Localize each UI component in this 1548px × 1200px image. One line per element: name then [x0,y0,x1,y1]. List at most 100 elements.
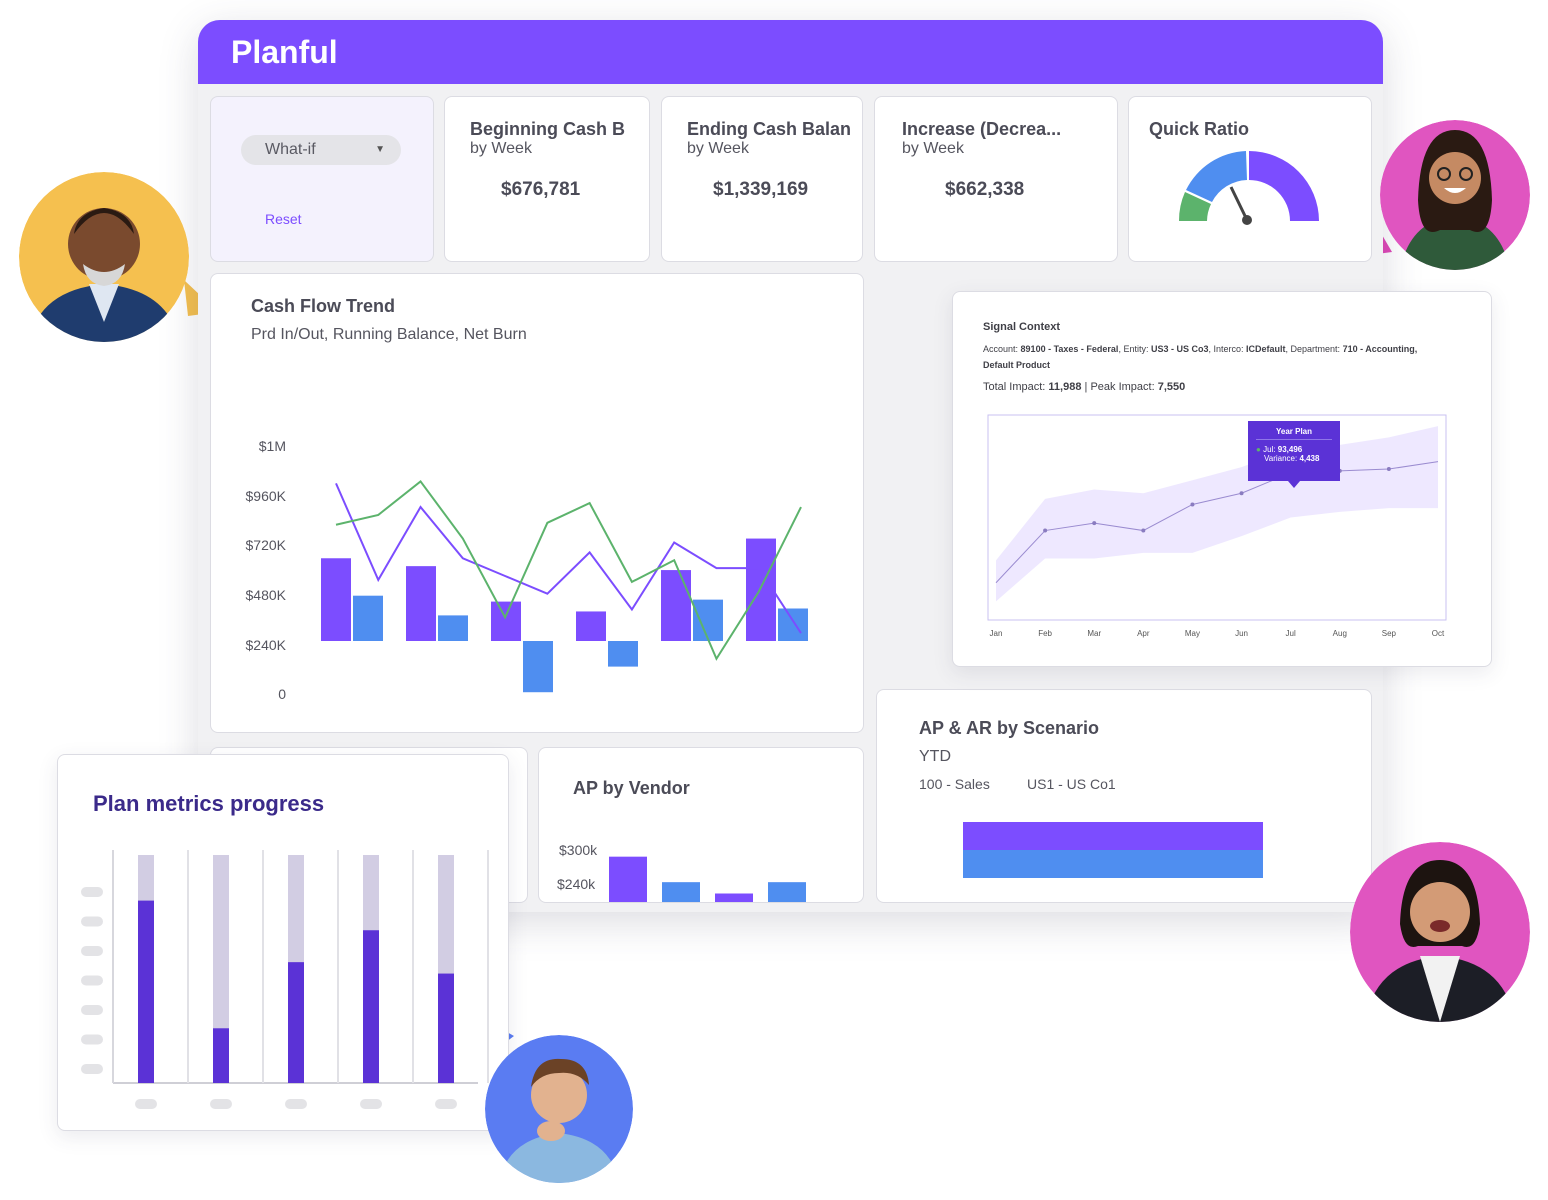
department-value: 710 - Accounting, [1342,344,1418,354]
kpi-subtitle: by Week [470,140,532,157]
kpi-card-beginning-cash[interactable]: Beginning Cash B by Week $676,781 [444,96,650,262]
gauge-segment-mid [1186,151,1247,202]
x-tick-placeholder [435,1099,457,1109]
confidence-band [996,426,1438,602]
inflow-bar [406,566,436,641]
scenario-select[interactable]: What-if ▼ [241,135,401,165]
cash-flow-title: Cash Flow Trend [251,296,396,316]
quick-ratio-card[interactable]: Quick Ratio [1128,96,1372,262]
tooltip-line1-label: Jul: [1263,445,1276,454]
account-value: 89100 - Taxes - Federal [1020,344,1119,354]
outflow-bar [353,595,383,641]
peak-impact-label: | Peak Impact: [1081,381,1155,393]
ap-vendor-title: AP by Vendor [573,778,690,798]
ap-vendor-chart [609,856,806,902]
peak-impact-value: 7,550 [1157,381,1186,393]
inflow-bar [576,611,606,641]
month-tick-label: Jun [1235,629,1248,638]
avatar-man-suit [19,172,189,342]
chevron-down-icon: ▼ [375,144,385,155]
y-tick-placeholder [81,887,103,897]
month-tick-label: Sep [1382,629,1397,638]
y-tick-placeholder [81,1064,103,1074]
product-value: Default Product [983,360,1051,370]
ap-ar-card[interactable]: AP & AR by Scenario YTD 100 - Sales US1 … [876,689,1372,903]
kpi-subtitle: by Week [902,140,964,157]
cash-flow-trend-card[interactable]: Cash Flow Trend Prd In/Out, Running Bala… [210,273,864,733]
avatar-woman-smiling [1350,842,1530,1022]
interco-value: ICDefault [1246,344,1286,354]
signal-chart: Jan Feb Mar Apr May Jun Jul Aug Sep Oct [987,414,1447,638]
month-tick-label: Feb [1038,629,1052,638]
total-impact-value: 11,988 [1048,381,1082,393]
signal-context-card[interactable]: Signal Context Account: 89100 - Taxes - … [952,291,1492,667]
kpi-title: Beginning Cash B [470,119,626,139]
outflow-bar [608,641,638,667]
quick-ratio-gauge [1178,151,1319,225]
kpi-card-ending-cash[interactable]: Ending Cash Balan by Week $1,339,169 [661,96,863,262]
vendor-bar [715,893,753,902]
y-axis-label: $300k [559,842,598,858]
month-tick-label: Apr [1137,629,1150,638]
inflow-bar [491,601,521,641]
signal-title: Signal Context [983,321,1061,333]
ar-bar [963,850,1263,878]
month-tick-label: Oct [1432,629,1445,638]
plan-metrics-title: Plan metrics progress [93,791,325,816]
y-axis-label: $480K [245,587,286,603]
x-tick-placeholder [360,1099,382,1109]
plan-progress-bar [213,1028,229,1083]
year-plan-point [1386,467,1391,472]
avatar-man-thinking [485,1035,633,1183]
running-balance-line [335,482,802,634]
tooltip-line1: ● Jul: 93,496 [1256,445,1303,454]
vendor-bar [662,882,700,902]
month-tick-label: Aug [1333,629,1347,638]
plan-metrics-card[interactable]: Plan metrics progress [57,754,509,1131]
plan-progress-bar [138,900,154,1083]
kpi-title: Ending Cash Balan [687,119,852,139]
ap-ar-title: AP & AR by Scenario [919,718,1100,738]
kpi-title: Increase (Decrea... [902,119,1062,139]
month-tick-label: May [1185,629,1200,638]
month-tick-label: Mar [1087,629,1101,638]
year-plan-point [1239,491,1244,496]
kpi-value: $662,338 [945,179,1025,200]
signal-impact: Total Impact: 11,988 | Peak Impact: 7,55… [983,381,1185,393]
tooltip-line2-value: 4,438 [1299,454,1320,463]
kpi-card-increase[interactable]: Increase (Decrea... by Week $662,338 [874,96,1118,262]
signal-plot-frame [987,414,1447,621]
ap-by-vendor-card[interactable]: AP by Vendor $300k $240k [538,747,864,903]
ap-bar [963,822,1263,850]
entity-value: US3 - US Co3 [1150,344,1209,354]
kpi-value: $1,339,169 [713,179,809,200]
scenario-card: What-if ▼ Reset [210,96,434,262]
reset-link[interactable]: Reset [265,211,302,227]
gauge-needle [1229,186,1249,221]
title-bar: Planful [198,20,1383,84]
tooltip-line2: Variance: 4,438 [1256,454,1332,463]
vendor-bar [609,856,647,902]
tooltip-line2-label: Variance: [1264,454,1298,463]
plan-progress-bar [438,973,454,1083]
y-axis-label: $960K [245,488,286,504]
y-axis-label: $1M [258,438,286,454]
cash-flow-subtitle: Prd In/Out, Running Balance, Net Burn [251,326,527,343]
account-label: Account: [983,344,1019,354]
filter-entity[interactable]: US1 - US Co1 [1027,776,1116,792]
filter-sales[interactable]: 100 - Sales [919,776,990,792]
x-tick-placeholder [210,1099,232,1109]
scenario-select-value: What-if [265,141,316,158]
kpi-value: $676,781 [501,179,581,200]
y-axis-label: 0 [278,686,286,702]
plan-progress-bar [288,962,304,1083]
month-tick-label: Jul [1286,629,1296,638]
x-tick-placeholder [285,1099,307,1109]
y-axis-label: $240k [557,876,596,892]
outflow-bar [693,599,723,641]
y-tick-placeholder [81,916,103,927]
vendor-bar [768,882,806,902]
year-plan-point [1141,528,1146,533]
gauge-segment-high [1249,151,1319,221]
plan-track [213,855,229,1083]
